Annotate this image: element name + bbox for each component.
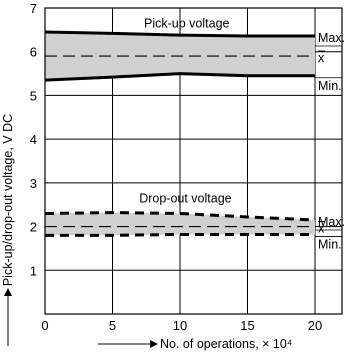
x-tick-label: 5 [109,318,116,333]
band-min-line [44,72,315,82]
band-label-dropout: Drop-out voltage [139,192,231,206]
plot-frame [44,7,343,315]
x-axis-arrowhead [150,340,158,348]
min-label: Min. [318,237,342,251]
x-tick-label: 0 [41,318,48,333]
band-label-pickup: Pick-up voltage [144,17,230,31]
x-tick-label: 10 [173,318,187,333]
y-tick-label: 1 [30,263,37,278]
band-max-line [44,30,315,38]
x-axis-label: No. of operations, × 10⁴ [160,337,292,351]
band-min-line [45,232,315,237]
y-tick-label: 3 [30,176,37,191]
mean-label: x [318,222,325,236]
max-label: Max. [318,215,345,229]
y-tick-label: 6 [30,45,37,60]
annotations: Pick-up voltage Drop-out voltage [139,17,231,206]
band-max-line [44,211,316,222]
min-label: Min. [318,79,342,93]
y-tick-label: 5 [30,88,37,103]
tick-labels: 0 5 10 15 20 1 2 3 4 5 6 7 [30,1,322,333]
y-tick-label: 2 [30,220,37,235]
x-tick-label: 15 [240,318,254,333]
y-tick-label: 7 [30,1,37,16]
x-tick-label: 20 [308,318,322,333]
band-fill [45,212,315,236]
max-label: Max. [318,31,345,45]
mean-label: x [318,51,325,65]
y-tick-label: 4 [30,132,37,147]
y-axis-arrowhead [4,288,12,296]
y-axis-label: Pick-up/drop-out voltage, V DC [1,114,15,286]
